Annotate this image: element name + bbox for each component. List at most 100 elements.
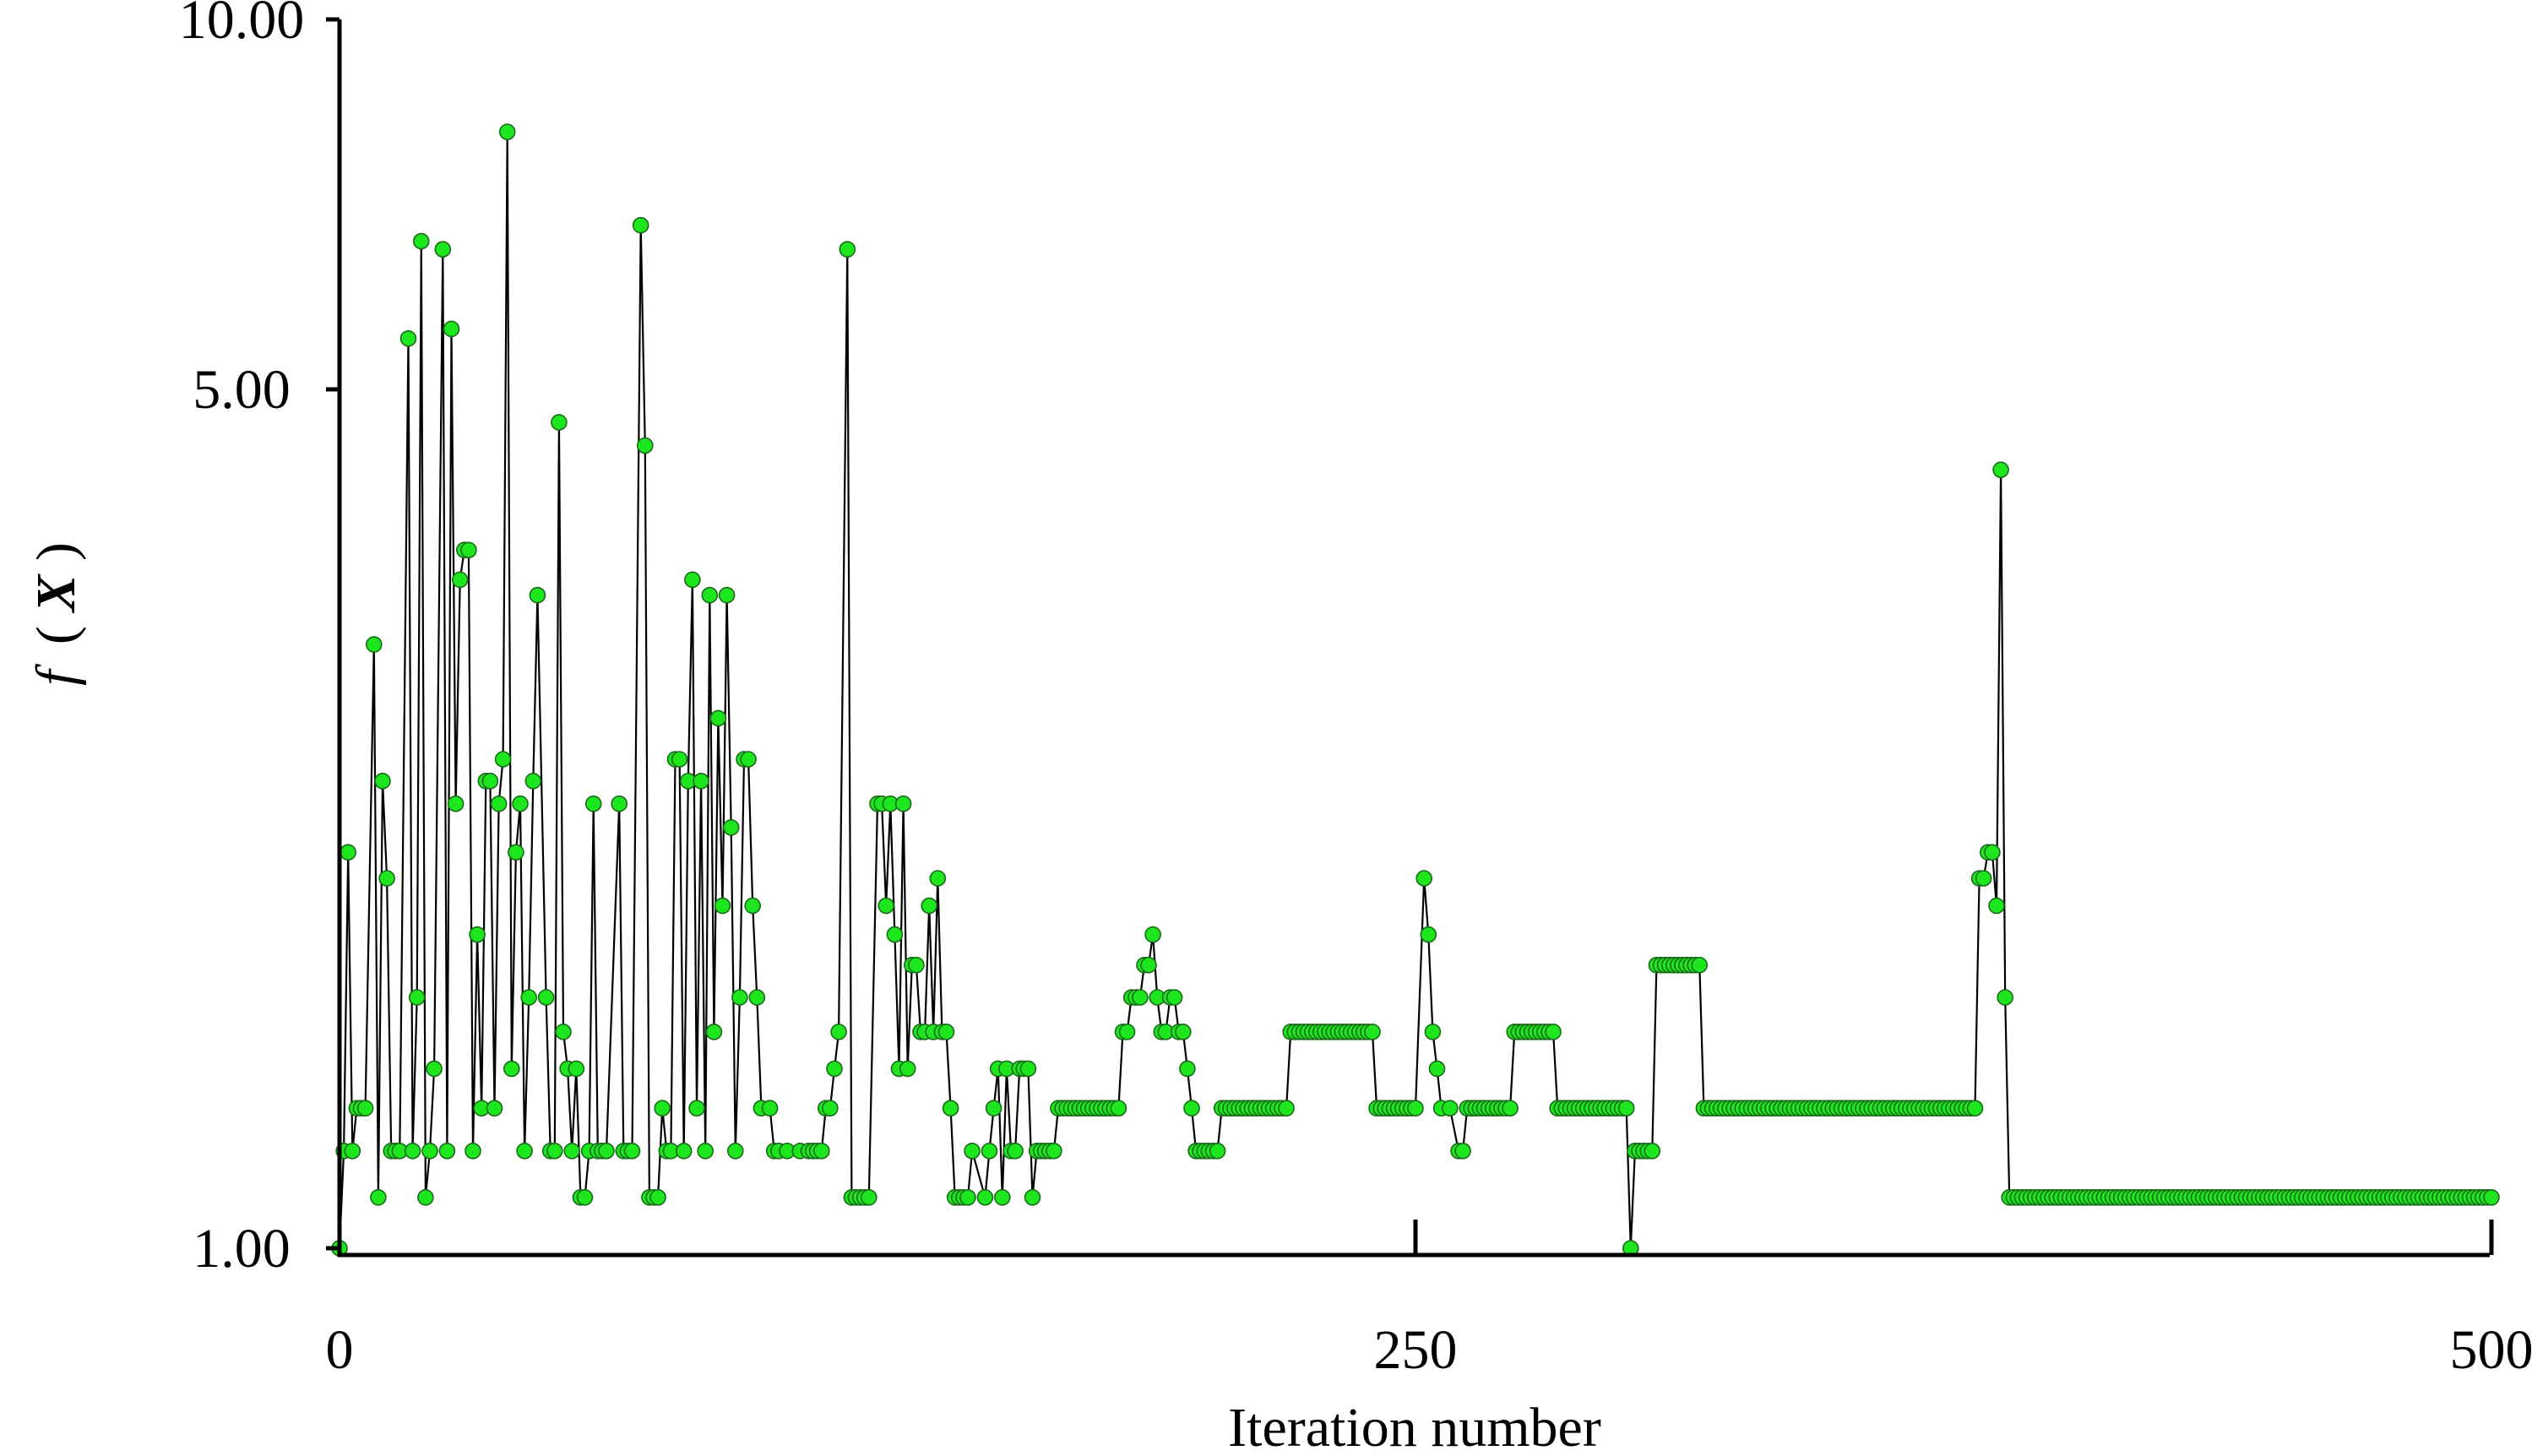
data-point: [546, 1143, 563, 1160]
data-point: [529, 586, 546, 604]
data-point: [524, 772, 542, 790]
y-axis-title-paren-open: (: [25, 626, 87, 644]
data-point: [568, 1060, 585, 1078]
data-point: [1007, 1143, 1024, 1160]
y-axis-title-paren-close: ): [25, 542, 87, 561]
data-point: [748, 989, 766, 1006]
data-point: [1424, 1024, 1442, 1040]
data-point: [412, 232, 430, 250]
data-point: [465, 1143, 481, 1160]
data-point: [563, 1143, 581, 1160]
data-point: [1420, 926, 1437, 943]
series-group: [331, 123, 2500, 1257]
data-point: [1132, 989, 1149, 1006]
data-point: [964, 1143, 981, 1160]
data-point: [1183, 1100, 1200, 1116]
data-point: [408, 989, 426, 1006]
y-axis-title-bold: X: [25, 573, 87, 614]
data-point: [1046, 1143, 1062, 1160]
data-point: [921, 897, 937, 915]
data-point: [486, 1100, 503, 1116]
data-point: [654, 1100, 671, 1116]
data-point: [555, 1024, 572, 1040]
data-point: [356, 1100, 374, 1116]
data-point: [417, 1189, 434, 1206]
data-point: [693, 772, 709, 790]
data-point: [1110, 1100, 1127, 1116]
data-point: [1118, 1024, 1136, 1040]
data-point: [718, 586, 736, 604]
data-point: [744, 897, 762, 915]
data-point: [460, 541, 477, 559]
data-point: [1364, 1024, 1381, 1040]
data-point: [516, 1143, 533, 1160]
data-point: [899, 1060, 916, 1078]
data-point: [503, 1060, 520, 1078]
data-point: [929, 870, 947, 887]
data-point: [705, 1024, 723, 1040]
data-point: [1024, 1189, 1041, 1206]
data-point: [812, 1143, 830, 1160]
data-point: [611, 795, 628, 812]
data-point: [1502, 1100, 1519, 1116]
data-point: [576, 1189, 594, 1206]
x-tick-label: 0: [326, 1319, 354, 1381]
data-point: [942, 1100, 959, 1116]
data-point: [1209, 1143, 1226, 1160]
data-point: [481, 772, 499, 790]
data-point: [1975, 870, 1992, 887]
data-point: [498, 123, 516, 140]
data-point: [1407, 1100, 1424, 1116]
data-point: [1415, 870, 1432, 887]
data-point: [374, 772, 391, 790]
data-point: [537, 989, 555, 1006]
data-point: [994, 1189, 1011, 1206]
data-point: [726, 1143, 744, 1160]
y-axis-title-italic: f: [25, 664, 87, 686]
data-point: [886, 926, 904, 943]
y-tick-label: 1.00: [193, 1218, 291, 1279]
data-point: [1992, 461, 2009, 479]
data-point: [839, 241, 856, 258]
data-point: [830, 1024, 847, 1040]
data-point: [378, 870, 395, 887]
data-point: [684, 571, 701, 589]
data-point: [1179, 1060, 1196, 1078]
data-point: [709, 709, 727, 727]
data-point: [1278, 1100, 1295, 1116]
y-tick-label: 5.00: [193, 359, 291, 421]
data-point: [981, 1143, 998, 1160]
data-point: [908, 956, 925, 974]
data-point: [1140, 956, 1157, 974]
axes: [337, 19, 2490, 1258]
data-point: [1019, 1060, 1037, 1078]
data-point: [894, 795, 912, 812]
data-point: [443, 320, 460, 338]
data-point: [426, 1060, 443, 1078]
data-point: [508, 844, 524, 861]
data-point: [822, 1100, 839, 1116]
x-axis-title: Iteration number: [1228, 1397, 1601, 1456]
data-point: [551, 414, 568, 431]
data-point: [826, 1060, 843, 1078]
data-point: [649, 1189, 666, 1206]
data-point: [344, 1143, 361, 1160]
data-point: [1442, 1100, 1459, 1116]
data-point: [671, 751, 688, 768]
data-point: [701, 586, 719, 604]
data-point: [688, 1100, 705, 1116]
data-point: [1966, 1100, 1984, 1116]
data-point: [1644, 1143, 1661, 1160]
data-point: [1175, 1024, 1192, 1040]
data-point: [976, 1189, 994, 1206]
data-point: [520, 989, 538, 1006]
data-point: [675, 1143, 693, 1160]
data-point: [636, 437, 654, 454]
y-tick-label: 10.00: [179, 0, 305, 51]
ticks: 1.00 5.00 10.00 0 250 500: [179, 0, 2532, 1381]
data-point: [861, 1189, 878, 1206]
data-point: [340, 844, 357, 861]
y-axis-title: f ( X ): [25, 542, 87, 686]
data-point: [451, 571, 469, 589]
